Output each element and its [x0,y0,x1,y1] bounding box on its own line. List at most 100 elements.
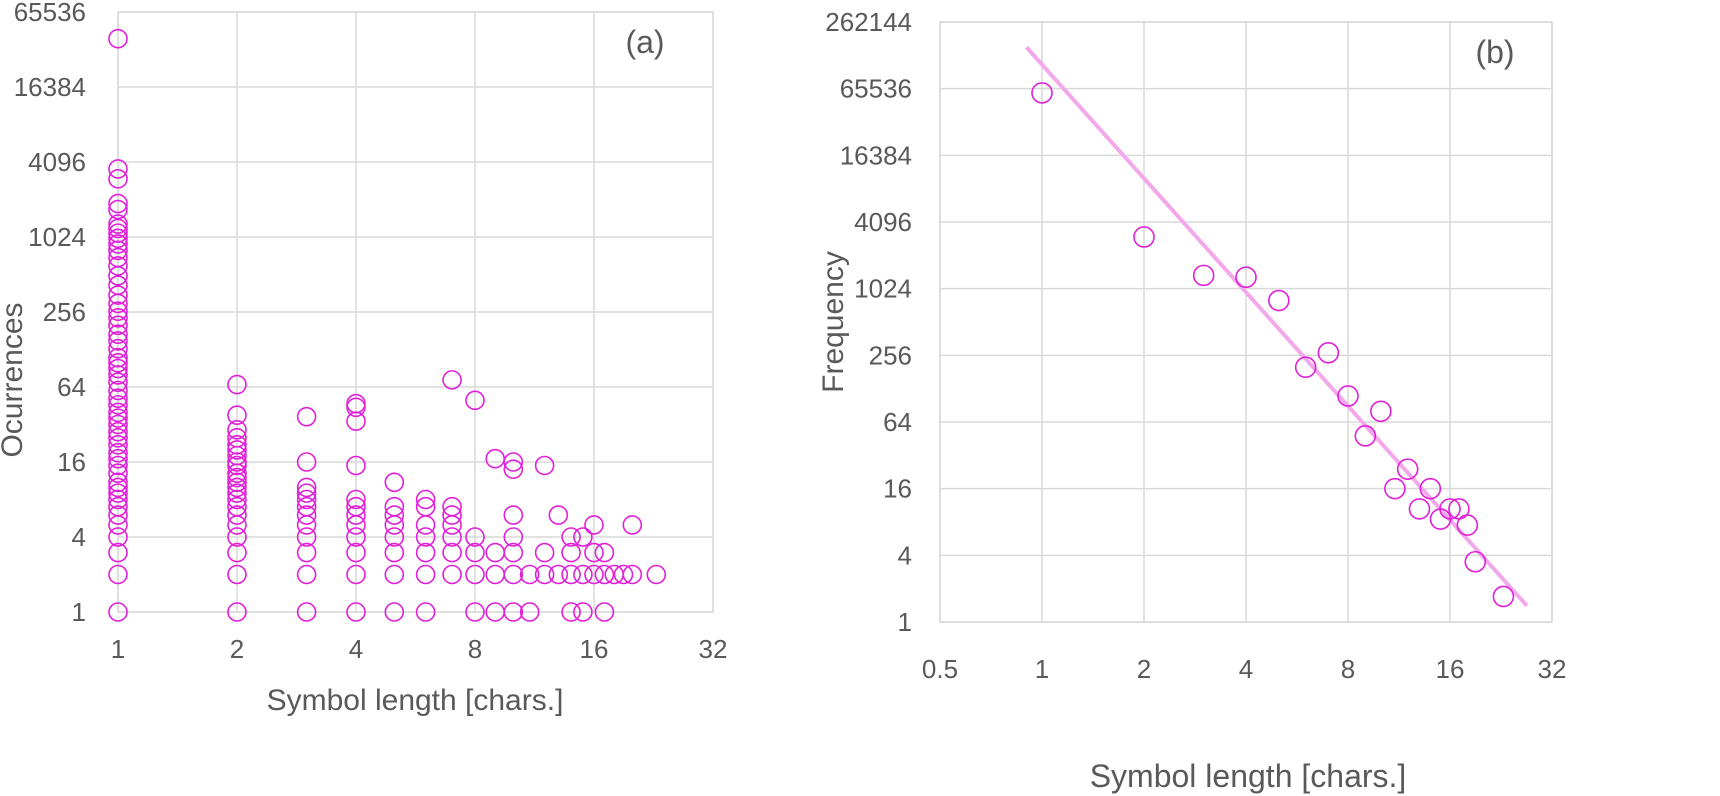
y-tick-label: 262144 [825,7,912,37]
data-point [346,455,366,476]
data-point [622,515,643,535]
x-tick-label: 32 [1538,654,1567,684]
data-point [1192,264,1215,287]
data-point [227,542,247,563]
data-point [227,602,247,622]
data-point [594,542,615,563]
data-point [519,602,540,622]
data-point [415,489,436,510]
x-tick-label: 8 [468,634,482,664]
data-point [1354,425,1377,447]
data-point [1370,400,1392,423]
data-point [384,602,405,622]
x-ticks-b: 0.5 1 2 4 8 16 32 [922,654,1567,684]
data-point [415,542,436,563]
data-point [442,564,462,585]
data-point [346,515,366,535]
x-tick-label: 16 [580,634,609,664]
data-point [108,602,128,622]
x-tick-label: 32 [699,634,728,664]
data-point [108,159,128,179]
data-point [1419,477,1442,500]
data-point [442,370,462,390]
data-point [415,515,436,535]
x-axis-title-b: Symbol length [chars.] [1090,758,1407,794]
data-point [465,542,485,563]
y-axis-title-b: Frequency [817,251,850,393]
y-tick-label: 16 [57,447,86,477]
panel-label-b: (b) [1475,34,1514,70]
y-axis-title-a: Ocurrences [0,302,29,457]
data-point [108,455,128,476]
y-tick-label: 256 [43,297,86,327]
data-point [1268,289,1290,312]
data-point [465,602,485,622]
data-point [108,515,128,535]
data-point [108,285,128,305]
data-point [296,564,317,585]
data-point [108,442,128,463]
data-point [646,564,667,585]
data-point [346,542,366,563]
data-point [296,542,317,563]
data-point [1317,341,1340,364]
data-point [1133,226,1155,248]
data-point [346,527,366,547]
data-point [534,564,555,585]
data-point [346,411,366,432]
data-point [108,505,128,525]
data-point [503,452,524,472]
data-point [1384,477,1406,500]
panel-label-a: (a) [625,24,664,60]
data-point [108,307,128,328]
x-tick-label: 2 [1137,654,1151,684]
data-point [1456,514,1479,536]
data-point [108,324,128,344]
y-tick-label: 1024 [28,222,86,252]
data-point [108,395,128,415]
data-point [108,214,128,234]
data-point [108,428,128,448]
data-point [108,527,128,547]
data-point [346,489,366,510]
y-tick-label: 65536 [14,0,86,27]
y-tick-label: 64 [57,372,86,402]
data-point [1439,498,1461,520]
data-point [108,199,128,220]
data-point [108,28,128,49]
data-point [296,452,317,472]
data-point [584,515,604,535]
data-point [108,564,128,585]
data-point [227,483,247,503]
data-point [108,169,128,189]
data-point [384,515,405,535]
data-point [1396,458,1419,480]
x-tick-label: 0.5 [922,654,958,684]
data-point [227,374,247,395]
data-point [561,542,581,563]
data-point [108,265,128,286]
y-tick-label: 4 [72,522,86,552]
data-point [442,527,462,547]
data-point [442,515,462,535]
data-point [465,527,485,547]
data-point [1464,550,1487,573]
data-point [227,467,247,488]
x-tick-label: 1 [111,634,125,664]
data-point [503,542,524,563]
data-point [1408,498,1431,520]
data-point [415,527,436,547]
scatter-panel-a: 1 4 16 64 256 1024 4096 16384 65536 1 2 4 8 16 32 (a)… [0,0,727,717]
data-point [442,542,462,563]
data-point [622,564,643,585]
data-point [442,505,462,525]
data-point [108,228,128,249]
data-point [1031,82,1053,104]
data-point [227,515,247,535]
data-point [346,505,366,525]
data-point [227,477,247,498]
data-point [548,564,569,585]
y-tick-label: 1024 [854,274,912,304]
y-tick-label: 4096 [28,147,86,177]
data-point [384,505,405,525]
